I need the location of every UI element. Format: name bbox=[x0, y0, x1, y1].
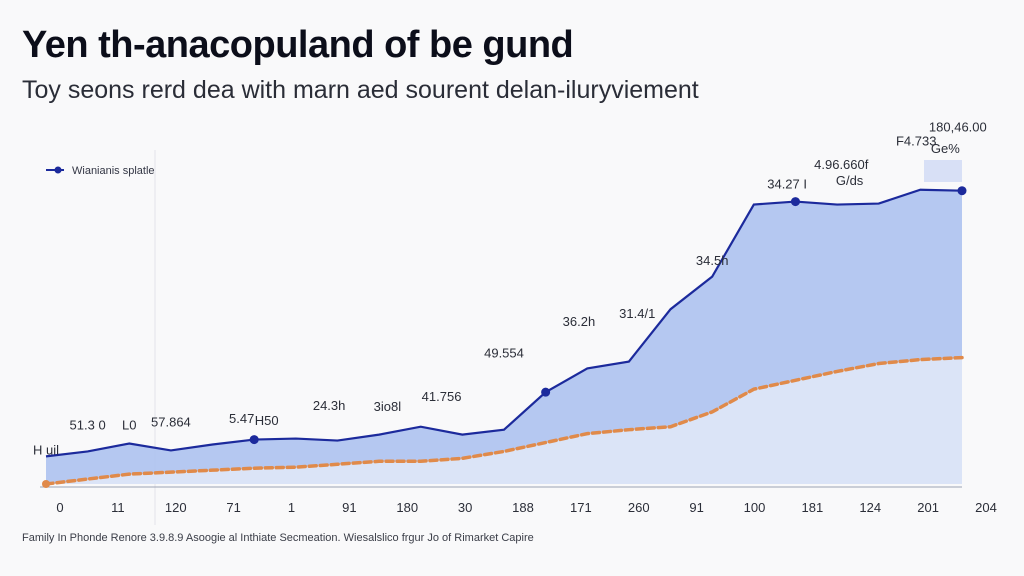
x-tick-label: 0 bbox=[56, 500, 63, 515]
data-label: 49.554 bbox=[484, 346, 524, 361]
x-tick-label: 201 bbox=[917, 500, 939, 515]
data-label: 57.864 bbox=[151, 415, 191, 430]
data-label: G/ds bbox=[836, 173, 864, 188]
data-point-marker bbox=[541, 387, 551, 397]
data-label: H uil bbox=[33, 442, 59, 457]
chart-footnote: Family In Phonde Renore 3.9.8.9 Asoogie … bbox=[22, 532, 534, 544]
series-area-secondary bbox=[46, 357, 962, 484]
data-label: 34.5h bbox=[696, 253, 729, 268]
data-label: Ge% bbox=[931, 141, 960, 156]
legend: Wianianis splatle bbox=[46, 165, 155, 177]
x-tick-label: 100 bbox=[744, 500, 766, 515]
x-tick-label: 91 bbox=[689, 500, 703, 515]
data-label: 4.96.660f bbox=[814, 157, 869, 172]
highlight-box bbox=[924, 160, 962, 182]
data-point-marker bbox=[790, 197, 800, 207]
x-tick-label: 171 bbox=[570, 500, 592, 515]
data-label: F4.733 bbox=[896, 133, 936, 148]
x-tick-label: 124 bbox=[859, 500, 881, 515]
data-label: 24.3h bbox=[313, 398, 346, 413]
data-label: 3io8l bbox=[374, 399, 402, 414]
data-point-marker bbox=[957, 186, 967, 196]
chart-subtitle: Toy seons rerd dea with marn aed sourent… bbox=[22, 76, 699, 104]
x-tick-label: 1 bbox=[288, 500, 295, 515]
data-point-marker-secondary bbox=[42, 480, 50, 488]
series-line-primary bbox=[45, 188, 963, 458]
data-label: H50 bbox=[255, 413, 279, 428]
x-tick-label: 91 bbox=[342, 500, 356, 515]
x-tick-label: 181 bbox=[802, 500, 824, 515]
x-tick-label: 120 bbox=[165, 500, 187, 515]
x-tick-label: 71 bbox=[226, 500, 240, 515]
data-label: L0 bbox=[122, 418, 136, 433]
x-tick-label: 11 bbox=[111, 500, 125, 515]
data-label: 180,46.00 bbox=[929, 119, 987, 134]
data-label: 41.756 bbox=[422, 389, 462, 404]
x-tick-label: 204 bbox=[975, 500, 997, 515]
x-tick-label: 30 bbox=[458, 500, 472, 515]
series-line-secondary bbox=[44, 355, 964, 486]
x-tick-label: 180 bbox=[396, 500, 418, 515]
x-tick-label: 260 bbox=[628, 500, 650, 515]
data-label: 5.47 bbox=[229, 411, 254, 426]
data-label: 34.27 I bbox=[767, 177, 807, 192]
data-point-marker bbox=[249, 435, 259, 445]
x-tick-label: 188 bbox=[512, 500, 534, 515]
legend-marker bbox=[54, 166, 62, 174]
chart-title: Yen th-anacopuland of be gund bbox=[22, 24, 574, 66]
data-label: 51.3 0 bbox=[70, 418, 106, 433]
data-label: 31.4/1 bbox=[619, 306, 655, 321]
data-label: 36.2h bbox=[563, 314, 596, 329]
legend-label: Wianianis splatle bbox=[72, 165, 155, 177]
